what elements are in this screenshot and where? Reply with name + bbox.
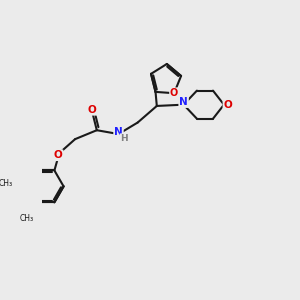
Text: H: H [120,134,128,143]
Text: CH₃: CH₃ [0,179,13,188]
Text: O: O [170,88,178,98]
Text: O: O [88,105,97,115]
Text: O: O [224,100,232,110]
Text: N: N [114,127,123,137]
Text: O: O [54,150,63,160]
Text: N: N [179,97,188,107]
Text: CH₃: CH₃ [20,214,34,224]
